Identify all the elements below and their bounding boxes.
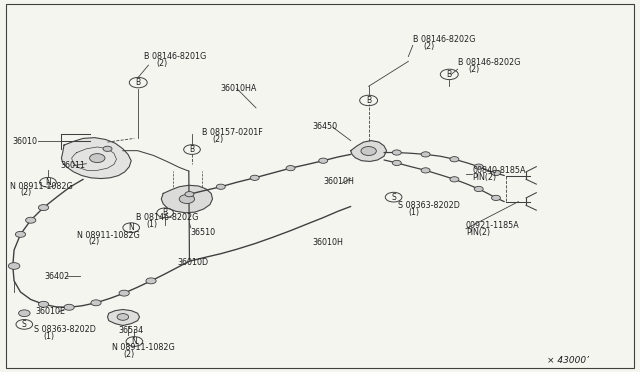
Text: (1): (1) [408,208,419,217]
Circle shape [392,150,401,155]
Text: B 08146-8202G: B 08146-8202G [458,58,520,67]
Circle shape [250,175,259,180]
Text: PIN(2): PIN(2) [466,228,490,237]
Circle shape [19,310,30,317]
Text: S: S [391,193,396,202]
Text: 36010H: 36010H [312,238,343,247]
Circle shape [117,314,129,320]
Circle shape [90,154,105,163]
Polygon shape [351,141,387,161]
Circle shape [38,205,49,211]
Text: (1): (1) [146,220,157,229]
Text: 36010HA: 36010HA [221,84,257,93]
Text: 36010D: 36010D [178,258,209,267]
Circle shape [361,147,376,155]
Text: 36011: 36011 [61,161,86,170]
Circle shape [450,177,459,182]
Text: 36450: 36450 [312,122,337,131]
Circle shape [392,160,401,166]
Text: × 43000’: × 43000’ [547,356,589,365]
Circle shape [64,304,74,310]
Text: B: B [447,70,452,79]
Circle shape [216,184,225,189]
Text: N 08911-1082G: N 08911-1082G [112,343,175,352]
Text: (2): (2) [157,60,168,68]
Circle shape [38,301,49,307]
Text: B: B [136,78,141,87]
Polygon shape [161,185,212,213]
Text: N 08911-1082G: N 08911-1082G [10,182,72,190]
Circle shape [26,217,36,223]
Text: 36402: 36402 [45,272,70,280]
Text: B 08146-8202G: B 08146-8202G [136,213,198,222]
Circle shape [91,300,101,306]
Text: (2): (2) [123,350,134,359]
Circle shape [15,231,26,237]
Text: B 08146-8202G: B 08146-8202G [413,35,475,44]
Circle shape [450,157,459,162]
Text: (2): (2) [88,237,100,246]
Circle shape [185,192,194,197]
Text: S: S [22,320,27,329]
Circle shape [146,278,156,284]
Text: (2): (2) [424,42,435,51]
Circle shape [474,186,483,192]
Circle shape [103,146,112,151]
Text: N: N [129,223,134,232]
Text: B: B [189,145,195,154]
Text: 00921-1185A: 00921-1185A [466,221,520,230]
Circle shape [421,168,430,173]
Text: 36010H: 36010H [323,177,354,186]
Text: (1): (1) [44,332,54,341]
Circle shape [319,158,328,163]
Text: N 08911-1082G: N 08911-1082G [77,231,140,240]
Text: 36010: 36010 [13,137,38,146]
Text: PIN(2): PIN(2) [472,173,497,182]
Polygon shape [108,310,140,326]
Polygon shape [61,138,131,179]
Text: (2): (2) [20,188,32,197]
Text: N: N [45,178,51,187]
Circle shape [8,263,20,269]
Text: 00840-8185A: 00840-8185A [472,166,526,175]
Circle shape [492,170,500,176]
Circle shape [474,164,483,169]
Circle shape [179,195,195,203]
Circle shape [286,166,295,171]
Text: S 08363-8202D: S 08363-8202D [398,201,460,210]
Text: 36510: 36510 [191,228,216,237]
Text: 36534: 36534 [118,326,143,335]
Text: B: B [366,96,371,105]
Text: (2): (2) [212,135,224,144]
Text: B 08146-8201G: B 08146-8201G [144,52,206,61]
Text: B: B [163,208,168,217]
Circle shape [421,152,430,157]
Text: B 08157-0201F: B 08157-0201F [202,128,262,137]
Text: 36010E: 36010E [35,307,65,316]
Circle shape [492,195,500,201]
Text: S 08363-8202D: S 08363-8202D [34,325,96,334]
Text: (2): (2) [468,65,480,74]
Circle shape [119,290,129,296]
Text: N: N [132,337,137,346]
